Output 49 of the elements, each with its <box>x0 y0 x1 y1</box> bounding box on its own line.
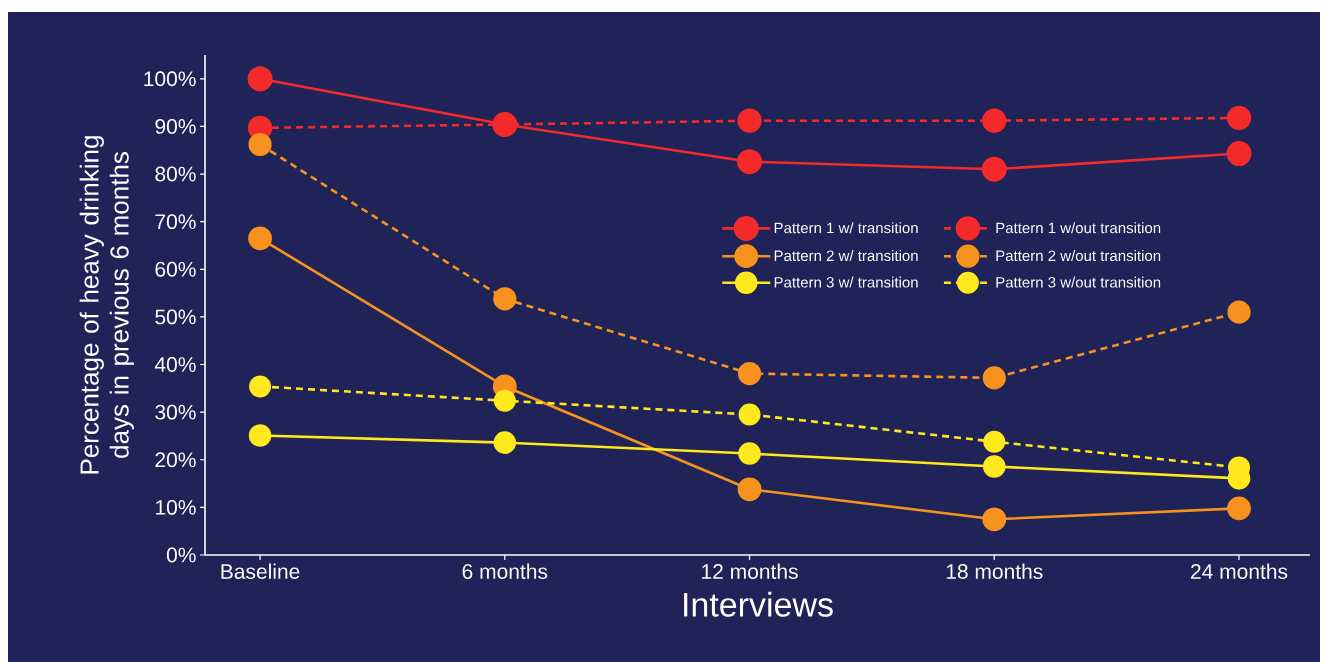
legend-label: Pattern 1 w/ transition <box>774 222 918 234</box>
point <box>737 108 762 133</box>
point <box>982 455 1006 478</box>
legend-label: Pattern 2 w/out transition <box>996 250 1161 262</box>
y-tick-label: 60% <box>155 261 196 277</box>
legend-label: Pattern 1 w/out transition <box>996 222 1161 234</box>
point <box>492 112 518 137</box>
x-tick-label: 12 months <box>702 563 798 579</box>
y-tick-label: 30% <box>155 404 196 420</box>
point <box>738 442 761 465</box>
point <box>982 108 1007 133</box>
x-tick-label: Baseline <box>221 563 300 579</box>
y-tick-label: 50% <box>155 309 196 325</box>
point <box>982 507 1007 532</box>
x-axis-title: Interviews <box>684 591 833 617</box>
point <box>737 149 763 175</box>
point <box>737 477 762 502</box>
point <box>738 403 761 426</box>
point <box>493 431 517 454</box>
y-tick-label: 10% <box>156 499 196 515</box>
point <box>1227 496 1251 521</box>
point <box>249 375 272 398</box>
point <box>248 424 272 447</box>
legend-label: Pattern 2 w/ transition <box>774 250 918 262</box>
y-tick-label: 90% <box>155 118 196 134</box>
legend-label: Pattern 3 w/ transition <box>774 276 918 288</box>
y-axis-title: Percentage of heavy drinking days in previous 6 months <box>79 136 134 474</box>
point <box>1226 105 1252 131</box>
y-tick-label: 0% <box>166 547 196 563</box>
y-tick-label: 80% <box>155 166 196 182</box>
legend-label: Pattern 3 w/out transition <box>996 276 1161 288</box>
y-tick-label: 40% <box>154 357 196 372</box>
point <box>248 132 272 157</box>
point <box>1227 300 1251 324</box>
point <box>982 366 1006 390</box>
point <box>983 430 1006 453</box>
point <box>981 156 1007 182</box>
point <box>493 287 517 311</box>
point <box>248 226 272 251</box>
point <box>247 66 273 92</box>
y-tick-label: 70% <box>155 214 196 230</box>
y-tick-label: 100% <box>144 71 196 87</box>
x-tick-label: 24 months <box>1191 563 1288 579</box>
point <box>493 389 516 412</box>
point <box>737 361 762 386</box>
x-tick-label: 6 months <box>462 563 548 579</box>
point <box>1226 141 1252 167</box>
x-tick-label: 18 months <box>946 563 1043 579</box>
y-tick-label: 20% <box>155 452 196 468</box>
